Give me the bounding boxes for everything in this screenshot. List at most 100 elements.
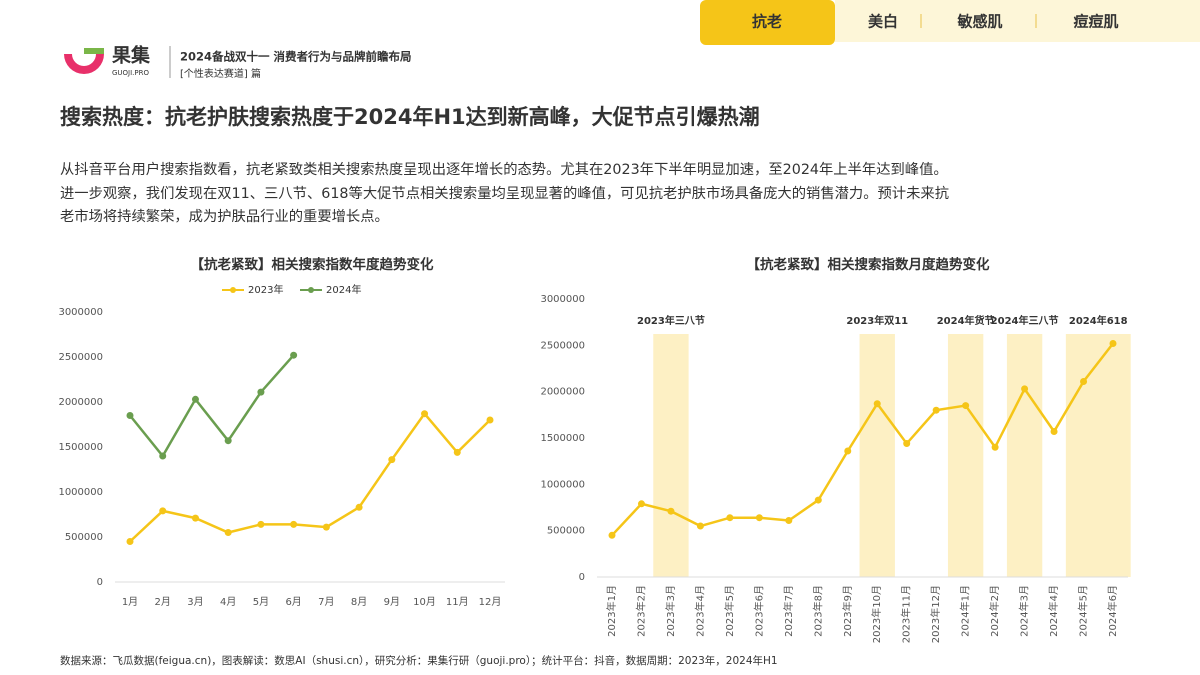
body-line: 从抖音平台用户搜索指数看，抗老紧致类相关搜索热度呈现出逐年增长的态势。尤其在20… [60,161,948,178]
footer: 数据来源：飞瓜数据(feigua.cn)，图表解读：数思AI（shusi.cn）… [60,654,778,667]
x-tick-label: 6月 [285,596,301,608]
x-tick-label: 2023年1月 [605,585,618,637]
active-tab [700,0,835,45]
x-tick-label: 2023年7月 [782,585,795,637]
point [355,503,363,511]
legend-dot [230,287,236,293]
y-tick-label: 2500000 [58,352,103,363]
band-label: 2024年618 [1069,314,1128,327]
x-tick-label: 2023年3月 [664,585,677,637]
y-tick-label: 500000 [547,526,585,537]
point [421,410,429,418]
y-tick-label: 2000000 [540,387,585,398]
tab-bar [835,0,1200,42]
point [696,522,704,530]
x-tick-label: 2023年5月 [723,585,736,637]
tab: 美白 [868,13,898,31]
x-tick-label: 4月 [220,596,236,608]
point [785,516,793,524]
x-tick-label: 5月 [253,596,269,608]
y-tick-label: 1000000 [58,487,103,498]
chart-title: 【抗老紧致】相关搜索指数年度趋势变化 [191,256,434,273]
logo [64,48,104,74]
legend-dot [308,287,314,293]
point [667,507,675,515]
x-tick-label: 2023年9月 [841,585,854,637]
report-section: [个性表达赛道] 篇 [180,67,261,80]
point [453,448,461,456]
report-title: 2024备战双十一 消费者行为与品牌前瞻布局 [180,50,412,64]
x-tick-label: 2023年8月 [811,585,824,637]
x-tick-label: 2024年4月 [1047,585,1060,637]
point [191,395,199,403]
point [932,406,940,414]
point [191,514,199,522]
band-label: 2024年货节 [937,314,995,327]
x-tick-label: 2024年2月 [988,585,1001,637]
point [1109,339,1117,347]
x-tick-label: 2024年1月 [959,585,972,637]
x-tick-label: 11月 [446,596,469,608]
point [322,523,330,531]
tab: 敏感肌 [956,13,1002,31]
body-line: 老市场将持续繁荣，成为护肤品行业的重要增长点。 [60,208,389,225]
x-tick-label: 10月 [413,596,436,608]
y-tick-label: 2000000 [58,397,103,408]
y-tick-label: 0 [579,572,585,583]
point [257,388,265,396]
x-tick-label: 9月 [384,596,400,608]
y-tick-label: 1500000 [58,442,103,453]
point [224,529,232,536]
point [126,538,134,545]
x-tick-label: 1月 [122,596,138,608]
band-label: 2024年三八节 [991,314,1059,327]
point [814,496,822,504]
headline: 搜索热度：抗老护肤搜索热度于2024年H1达到新高峰，大促节点引爆热潮 [60,105,760,129]
highlight-band [1065,334,1131,577]
x-tick-label: 2023年2月 [634,585,647,637]
point [126,412,134,419]
x-tick-label: 2023年11月 [900,585,913,643]
point [159,452,167,460]
point [608,531,616,539]
point [1080,377,1088,385]
band-label: 2023年三八节 [637,314,705,327]
point [844,447,852,455]
y-tick-label: 3000000 [58,307,103,318]
point [159,507,167,515]
point [903,440,911,448]
x-tick-label: 2024年3月 [1018,585,1031,637]
tab: 抗老 [752,13,782,31]
x-tick-label: 2024年6月 [1106,585,1119,637]
x-tick-label: 7月 [318,596,334,608]
x-tick-label: 2023年10月 [870,585,883,643]
x-tick-label: 2023年4月 [693,585,706,637]
series-line [129,411,491,543]
point [962,402,970,410]
highlight-band [947,334,984,577]
tab: 痘痘肌 [1073,13,1118,31]
x-tick-label: 8月 [351,596,367,608]
point [755,514,763,522]
highlight-band [653,334,689,577]
point [726,514,734,522]
point [224,437,232,445]
legend-label: 2024年 [326,283,361,296]
highlight-band [859,334,895,577]
y-tick-label: 500000 [65,532,103,543]
point [290,351,298,359]
x-tick-label: 2023年12月 [929,585,942,643]
body-line: 进一步观察，我们发现在双11、三八节、618等大促节点相关搜索量均呈现显著的峰值… [60,184,949,202]
point [486,416,494,424]
highlight-band [1006,334,1043,577]
point [290,520,298,528]
legend-label: 2023年 [248,283,283,296]
point [1021,385,1029,393]
x-tick-label: 12月 [479,596,502,608]
point [873,400,881,408]
y-tick-label: 1500000 [540,433,585,444]
brand: 果集 [111,44,151,67]
y-tick-label: 3000000 [540,294,585,305]
point [388,456,396,464]
point [257,520,265,528]
